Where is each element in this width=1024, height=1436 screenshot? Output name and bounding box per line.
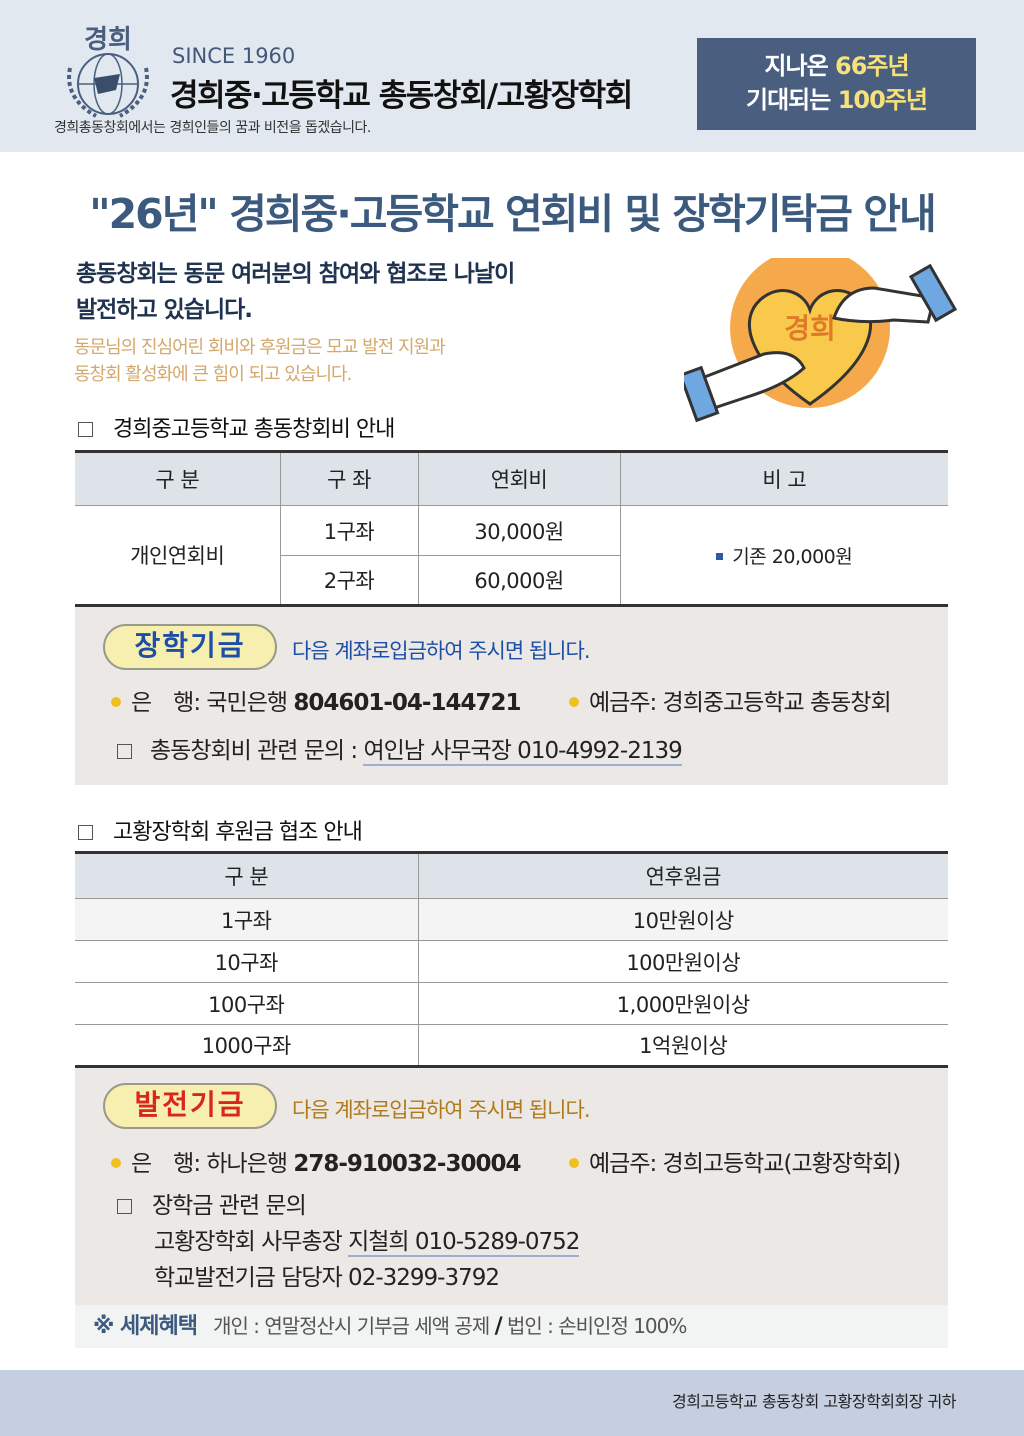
bank-info: 은 행: 하나은행 278-910032-30004 <box>111 1144 521 1178</box>
section2-heading-text: 고황장학회 후원금 협조 안내 <box>113 820 363 845</box>
fund-message: 다음 계좌로입금하여 주시면 됩니다. <box>292 639 590 663</box>
table-row: 100구좌 1,000만원이상 <box>75 982 948 1025</box>
since-label: SINCE 1960 <box>172 44 296 68</box>
units-cell: 1000구좌 <box>75 1024 419 1067</box>
table-row: 1000구좌 1억원이상 <box>75 1024 948 1067</box>
intro-bold: 총동창회는 동문 여러분의 참여와 협조로 나날이 발전하고 있습니다. <box>76 256 515 328</box>
svg-text:경희: 경희 <box>84 25 132 55</box>
col-header: 연회비 <box>417 451 621 506</box>
contact-info: 총동창회비 관련 문의 : 여인남 사무국장 010-4992-2139 <box>117 731 683 766</box>
table-header: 구 분 연후원금 <box>75 852 948 899</box>
checkbox-icon <box>78 825 93 840</box>
units-cell: 1구좌 <box>75 898 419 941</box>
account-number[interactable]: 804601-04-144721 <box>293 690 521 716</box>
svg-text:경희: 경희 <box>784 312 836 345</box>
contact-phone-2[interactable]: 학교발전기금 담당자 02-3299-3792 <box>154 1265 500 1291</box>
contact-phone[interactable]: 지철희 010-5289-0752 <box>348 1229 580 1257</box>
org-name: 경희중·고등학교 총동창회/고황장학회 <box>170 78 633 114</box>
table-row: 10구좌 100만원이상 <box>75 940 948 983</box>
tax-benefit-strip: ※ 세제혜택 개인 : 연말정산시 기부금 세액 공제 / 법인 : 손비인정 … <box>75 1305 948 1348</box>
section2-heading: 고황장학회 후원금 협조 안내 <box>78 814 363 846</box>
account-number[interactable]: 278-910032-30004 <box>293 1151 521 1177</box>
fund-pill: 장학기금 <box>103 624 277 670</box>
col-header: 구 좌 <box>279 451 419 506</box>
anniversary-badge: 지나온 66주년 기대되는 100주년 <box>697 38 976 130</box>
heart-hands-illustration: 경희 <box>684 258 958 423</box>
scholarship-fund-box: 장학기금 다음 계좌로입금하여 주시면 됩니다. 은 행: 국민은행 80460… <box>75 607 948 785</box>
amount-cell: 100만원이상 <box>418 940 948 983</box>
footer: 경희고등학교 총동창회 고황장학회회장 귀하 <box>0 1370 1024 1436</box>
contact-label: 총동창회비 관련 문의 : <box>150 738 358 764</box>
fee-cell: 30,000원 <box>417 505 621 556</box>
tax-label: ※ 세제혜택 <box>93 1314 198 1339</box>
col-header: 연후원금 <box>418 852 948 899</box>
holder-info: 예금주: 경희중고등학교 총동창회 <box>569 683 892 717</box>
bullet-icon <box>569 697 579 707</box>
amount-cell: 1억원이상 <box>418 1024 948 1067</box>
amount-cell: 1,000만원이상 <box>418 982 948 1025</box>
intro-line: 총동창회는 동문 여러분의 참여와 협조로 나날이 <box>76 261 515 287</box>
bank-name: 국민은행 <box>206 690 288 716</box>
note-text: 기존 20,000원 <box>732 545 853 568</box>
table-row: 1구좌 10만원이상 <box>75 898 948 941</box>
holder-label: 예금주: <box>589 690 657 716</box>
separator: / <box>494 1314 503 1339</box>
units-cell: 2구좌 <box>280 555 419 606</box>
holder-name: 경희중고등학교 총동창회 <box>662 690 892 716</box>
note-cell: 기존 20,000원 <box>619 505 948 606</box>
membership-fee-table: 구 분 구 좌 연회비 비 고 개인연회비 1구좌 30,000원 기존 20,… <box>75 450 948 607</box>
col-header: 구 분 <box>75 852 419 899</box>
col-header: 비 고 <box>619 451 948 506</box>
holder-name: 경희고등학교(고황장학회) <box>662 1151 902 1177</box>
checkbox-icon <box>78 422 93 437</box>
bullet-icon <box>716 552 724 560</box>
units-cell: 1구좌 <box>279 505 419 556</box>
development-fund-box: 발전기금 다음 계좌로입금하여 주시면 됩니다. 은 행: 하나은행 278-9… <box>75 1068 948 1305</box>
checkbox-icon <box>117 744 132 759</box>
intro-sub: 동문님의 진심어린 회비와 후원금은 모교 발전 지원과 동창회 활성화에 큰 … <box>74 334 446 388</box>
category-cell: 개인연회비 <box>75 505 281 606</box>
bank-label: 은 행: <box>131 690 201 716</box>
anniv-text: 지나온 <box>764 52 836 80</box>
alumni-logo: 경희 <box>67 25 149 118</box>
contact-phone[interactable]: 여인남 사무국장 010-4992-2139 <box>363 738 683 766</box>
fund-pill: 발전기금 <box>103 1083 277 1129</box>
fund-message: 다음 계좌로입금하여 주시면 됩니다. <box>292 1098 590 1122</box>
fee-cell: 60,000원 <box>417 555 620 606</box>
col-header: 구 분 <box>75 451 281 506</box>
units-cell: 100구좌 <box>75 982 419 1025</box>
anniv-text: 기대되는 <box>746 86 838 114</box>
amount-cell: 10만원이상 <box>418 898 948 941</box>
bank-name: 하나은행 <box>206 1151 288 1177</box>
bullet-icon <box>111 697 121 707</box>
donation-table: 구 분 연후원금 1구좌 10만원이상 10구좌 100만원이상 100구좌 1,00… <box>75 851 948 1068</box>
holder-info: 예금주: 경희고등학교(고황장학회) <box>569 1144 902 1178</box>
motto: 경희총동창회에서는 경희인들의 꿈과 비전을 돕겠습니다. <box>54 120 371 136</box>
bank-info: 은 행: 국민은행 804601-04-144721 <box>111 683 521 717</box>
bullet-icon <box>111 1158 121 1168</box>
section1-heading-text: 경희중고등학교 총동창회비 안내 <box>113 417 395 442</box>
bullet-icon <box>569 1158 579 1168</box>
bank-label: 은 행: <box>131 1151 201 1177</box>
tax-corporate: 법인 : 손비인정 100% <box>507 1314 687 1338</box>
intro-line: 동문님의 진심어린 회비와 후원금은 모교 발전 지원과 <box>74 337 446 358</box>
intro-line: 동창회 활성화에 큰 힘이 되고 있습니다. <box>74 364 352 385</box>
holder-label: 예금주: <box>589 1151 657 1177</box>
footer-text: 경희고등학교 총동창회 고황장학회회장 귀하 <box>672 1392 956 1411</box>
table-row: 개인연회비 1구좌 30,000원 기존 20,000원 <box>75 505 948 606</box>
tax-personal: 개인 : 연말정산시 기부금 세액 공제 <box>213 1314 490 1338</box>
checkbox-icon <box>117 1199 132 1214</box>
contact-role: 고황장학회 사무총장 <box>154 1229 349 1255</box>
table-row: 2구좌 60,000원 <box>75 555 948 606</box>
contact-heading: 장학금 관련 문의 <box>152 1193 307 1219</box>
table-header: 구 분 구 좌 연회비 비 고 <box>75 451 948 506</box>
anniv-highlight: 100주년 <box>837 86 928 114</box>
units-cell: 10구좌 <box>75 940 419 983</box>
section1-heading: 경희중고등학교 총동창회비 안내 <box>78 411 395 443</box>
scholarship-contact: 장학금 관련 문의 고황장학회 사무총장 지철희 010-5289-0752 학… <box>117 1188 580 1296</box>
anniv-highlight: 66주년 <box>835 52 910 80</box>
page-title: "26년" 경희중·고등학교 연회비 및 장학기탁금 안내 <box>89 190 936 238</box>
intro-line: 발전하고 있습니다. <box>76 297 253 323</box>
